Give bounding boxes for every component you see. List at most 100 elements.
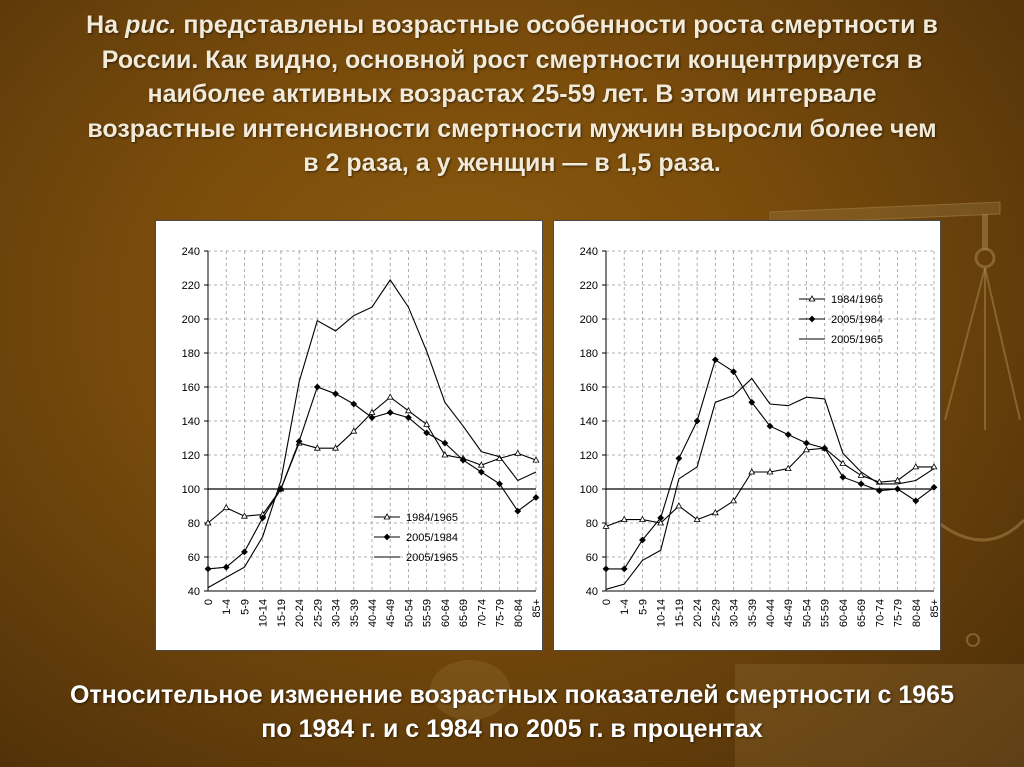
- data-point: [711, 508, 719, 516]
- x-tick-label: 35-39: [747, 599, 759, 627]
- data-point: [514, 507, 522, 515]
- x-tick-label: 25-29: [312, 599, 324, 627]
- data-point: [748, 398, 756, 406]
- data-point: [912, 497, 920, 505]
- data-point: [875, 487, 883, 495]
- data-point: [332, 390, 339, 398]
- data-point: [638, 515, 646, 522]
- data-point: [204, 565, 212, 573]
- x-tick-label: 5-9: [239, 599, 251, 615]
- y-tick-label: 80: [188, 518, 200, 530]
- x-tick-label: 75-79: [495, 599, 507, 627]
- data-point: [423, 420, 431, 427]
- data-point: [748, 468, 756, 475]
- data-point: [532, 494, 540, 501]
- y-tick-label: 140: [580, 416, 598, 428]
- data-point: [730, 368, 737, 376]
- x-tick-label: 35-39: [349, 599, 361, 627]
- data-point: [657, 519, 665, 526]
- series-2005-1984: [204, 383, 540, 573]
- y-tick-label: 240: [580, 246, 598, 258]
- data-point: [277, 485, 285, 493]
- series-2005-1965: [207, 278, 537, 589]
- data-point: [477, 468, 485, 476]
- x-tick-label: 30-34: [729, 599, 741, 627]
- data-point: [894, 476, 902, 483]
- y-tick-label: 200: [182, 314, 200, 326]
- data-point: [711, 356, 719, 364]
- x-tick-label: 0: [601, 599, 613, 605]
- x-tick-label: 55-59: [422, 599, 434, 627]
- data-point: [602, 565, 610, 573]
- intro-part-3: представлены возрастные особенности рост…: [87, 11, 938, 177]
- x-tick-label: 50-54: [403, 599, 415, 627]
- data-point: [620, 565, 628, 573]
- data-point: [693, 515, 701, 522]
- x-tick-label: 80-84: [911, 599, 923, 627]
- x-tick-label: 70-74: [874, 599, 886, 627]
- data-point: [602, 522, 610, 529]
- x-tick-label: 1-4: [619, 599, 631, 615]
- series-line: [605, 377, 935, 590]
- x-tick-label: 40-44: [765, 599, 777, 627]
- data-point: [405, 414, 412, 421]
- x-tick-label: 0: [203, 599, 215, 605]
- x-tick-label: 45-49: [783, 599, 795, 627]
- intro-part-2: рис.: [125, 11, 177, 39]
- data-point: [259, 514, 267, 522]
- data-point: [514, 449, 522, 456]
- data-point: [241, 548, 248, 556]
- y-tick-label: 60: [586, 552, 598, 564]
- data-point: [857, 480, 865, 488]
- x-tick-label: 1-4: [221, 599, 233, 615]
- data-point: [857, 471, 865, 478]
- data-point: [350, 427, 358, 434]
- x-tick-label: 10-14: [656, 599, 668, 627]
- y-tick-label: 140: [182, 416, 200, 428]
- y-tick-label: 80: [586, 518, 598, 530]
- data-point: [784, 431, 792, 438]
- chart-panel-male: 40 60 80 100 120 140 160 180 200 220 240 0 1-4 5-9 10-…: [155, 220, 543, 651]
- data-point: [313, 444, 321, 451]
- legend-marker: [808, 295, 816, 302]
- data-point: [477, 461, 485, 468]
- data-point: [839, 473, 847, 481]
- chart-panel-female: 40 60 80 100 120 140 160 180 200 220 240 0 1-4 5-9 10-…: [553, 220, 941, 651]
- data-point: [784, 464, 792, 471]
- data-point: [675, 455, 683, 462]
- data-point: [532, 456, 540, 463]
- legend: 1984/1965 2005/1984 2005/1965: [374, 512, 458, 564]
- y-tick-label: 180: [580, 348, 598, 360]
- legend-marker: [383, 513, 391, 520]
- x-tick-label: 5-9: [637, 599, 649, 615]
- data-point: [386, 409, 394, 416]
- x-tick-label: 65-69: [458, 599, 470, 627]
- y-tick-label: 240: [182, 246, 200, 258]
- x-tick-label: 85+: [929, 599, 940, 618]
- x-tick-label: 65-69: [856, 599, 868, 627]
- data-point: [240, 512, 248, 519]
- x-tick-label: 25-29: [710, 599, 722, 627]
- data-point: [459, 456, 467, 464]
- series-1984-1965: [602, 444, 938, 529]
- data-point: [894, 485, 901, 493]
- data-point: [766, 468, 774, 475]
- x-tick-label: 45-49: [385, 599, 397, 627]
- data-point: [222, 563, 230, 571]
- data-point: [620, 515, 628, 522]
- legend: 1984/1965 2005/1984 2005/1965: [799, 294, 883, 346]
- data-point: [803, 439, 810, 447]
- data-point: [222, 503, 230, 511]
- data-point: [404, 406, 412, 414]
- x-tick-label: 60-64: [440, 599, 452, 627]
- y-tick-label: 100: [580, 484, 598, 496]
- y-tick-label: 200: [580, 314, 598, 326]
- legend-marker: [808, 315, 816, 323]
- x-tick-label: 20-24: [294, 599, 306, 627]
- x-tick-label: 30-34: [331, 599, 343, 627]
- series-line: [207, 278, 537, 589]
- data-point: [313, 383, 321, 391]
- y-tick-label: 120: [182, 450, 200, 462]
- data-point: [693, 417, 701, 425]
- legend-marker: [383, 533, 391, 541]
